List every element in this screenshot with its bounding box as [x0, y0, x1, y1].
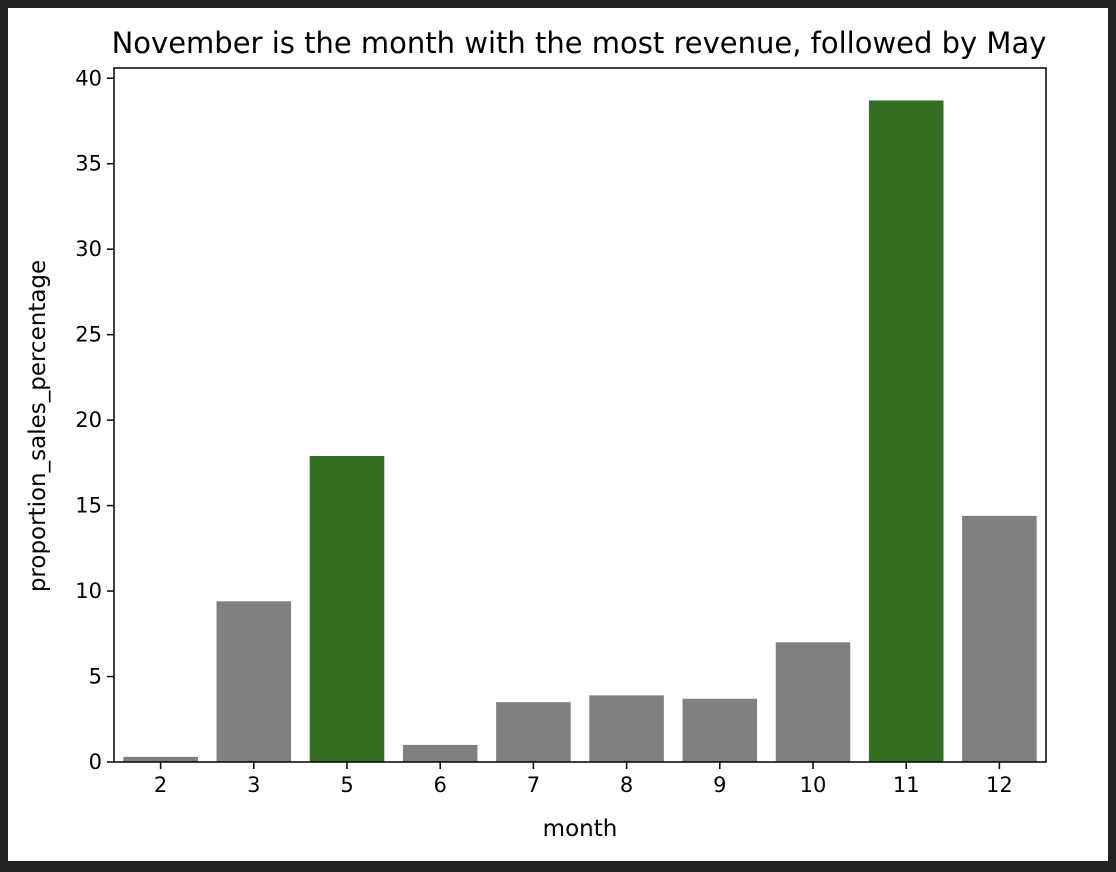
- y-tick-label-15: 15: [75, 494, 102, 518]
- bar-month-8: [589, 695, 664, 762]
- x-tick-label-7: 7: [527, 773, 540, 797]
- chart-figure: November is the month with the most reve…: [8, 8, 1108, 861]
- bar-chart: November is the month with the most reve…: [25, 26, 1047, 842]
- x-tick-label-8: 8: [620, 773, 633, 797]
- chart-title: November is the month with the most reve…: [112, 26, 1047, 60]
- y-tick-label-10: 10: [75, 579, 102, 603]
- y-axis-label: proportion_sales_percentage: [25, 260, 51, 592]
- y-tick-label-5: 5: [89, 665, 102, 689]
- bar-month-7: [496, 702, 571, 762]
- y-tick-label-0: 0: [89, 750, 102, 774]
- y-axis-ticks: 0 5 10 15 20 25 30 35 40: [75, 66, 114, 774]
- bar-month-5: [309, 456, 385, 762]
- x-tick-label-3: 3: [247, 773, 260, 797]
- bar-month-3: [216, 601, 292, 762]
- x-tick-label-5: 5: [340, 773, 353, 797]
- x-tick-label-9: 9: [713, 773, 726, 797]
- x-tick-label-10: 10: [800, 773, 827, 797]
- y-tick-label-25: 25: [75, 323, 102, 347]
- plot-area-frame: [113, 67, 1047, 763]
- bar-month-12: [962, 515, 1037, 762]
- x-tick-label-6: 6: [434, 773, 447, 797]
- x-tick-label-11: 11: [893, 773, 920, 797]
- x-axis-ticks: 2 3 5 6 7 8 9 10 11 12: [154, 762, 1013, 797]
- x-tick-label-12: 12: [986, 773, 1013, 797]
- bar-month-2: [123, 756, 198, 762]
- y-tick-label-20: 20: [75, 408, 102, 432]
- x-tick-label-2: 2: [154, 773, 167, 797]
- y-tick-label-35: 35: [75, 152, 102, 176]
- bar-month-11: [868, 100, 944, 763]
- bar-month-10: [775, 642, 851, 762]
- bars-group: [123, 100, 1037, 763]
- x-axis-label: month: [543, 816, 618, 842]
- y-tick-label-40: 40: [75, 66, 102, 90]
- bar-month-9: [682, 698, 758, 762]
- y-tick-label-30: 30: [75, 237, 102, 261]
- bar-month-6: [402, 744, 478, 762]
